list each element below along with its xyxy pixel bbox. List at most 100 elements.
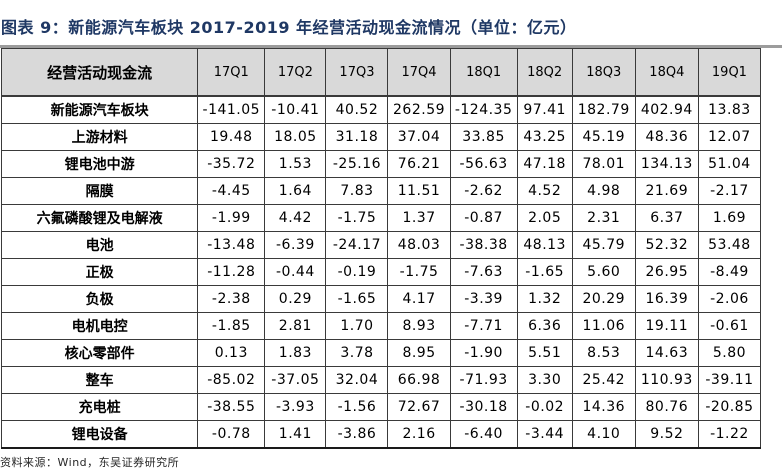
row-label-cell: 锂电池中游	[0, 150, 199, 178]
value-cell: -2.62	[449, 177, 518, 205]
value-cell: -85.02	[197, 366, 266, 394]
value-cell: 8.93	[387, 312, 451, 340]
value-cell: -0.78	[197, 420, 266, 449]
value-cell: 1.64	[264, 177, 327, 205]
value-cell: 11.51	[387, 177, 451, 205]
row-label-cell: 整车	[0, 366, 199, 394]
value-cell: 134.13	[634, 150, 699, 178]
value-cell: 9.52	[634, 420, 699, 449]
value-cell: -35.72	[197, 150, 266, 178]
value-cell: -7.71	[449, 312, 518, 340]
table-row: 六氟磷酸锂及电解液 -1.99 4.42 -1.75 1.37 -0.87 2.05 2.31…	[0, 204, 762, 232]
page-title: 图表 9：新能源汽车板块 2017-2019 年经营活动现金流情况（单位：亿元）	[1, 18, 577, 37]
value-cell: -0.44	[264, 258, 327, 286]
value-cell: 14.63	[634, 339, 699, 367]
header-quarter-cell: 18Q3	[571, 48, 636, 97]
table-row: 核心零部件 0.13 1.83 3.78 8.95 -1.90 5.51 8.53 14.63 5…	[0, 339, 762, 367]
value-cell: 6.37	[634, 204, 699, 232]
value-cell: 4.98	[571, 177, 636, 205]
value-cell: 21.69	[634, 177, 699, 205]
value-cell: 20.29	[571, 285, 636, 313]
value-cell: -0.87	[449, 204, 518, 232]
value-cell: 0.13	[197, 339, 266, 367]
value-cell: -141.05	[197, 95, 266, 124]
value-cell: -2.06	[697, 285, 762, 313]
value-cell: 51.04	[697, 150, 762, 178]
row-label-cell: 电机电控	[0, 312, 199, 340]
value-cell: -3.86	[325, 420, 389, 449]
value-cell: -25.16	[325, 150, 389, 178]
value-cell: 5.51	[516, 339, 573, 367]
value-cell: 2.05	[516, 204, 573, 232]
value-cell: 402.94	[634, 95, 699, 124]
value-cell: 11.06	[571, 312, 636, 340]
value-cell: -13.48	[197, 231, 266, 259]
table-row: 充电桩 -38.55 -3.93 -1.56 72.67 -30.18 -0.02 14.36…	[0, 393, 762, 421]
source-note: 资料来源：Wind，东吴证券研究所	[0, 456, 180, 469]
value-cell: -37.05	[264, 366, 327, 394]
value-cell: -56.63	[449, 150, 518, 178]
value-cell: -1.99	[197, 204, 266, 232]
value-cell: 25.42	[571, 366, 636, 394]
row-label-cell: 上游材料	[0, 123, 199, 151]
value-cell: -124.35	[449, 95, 518, 124]
table-row: 锂电池中游 -35.72 1.53 -25.16 76.21 -56.63 47.18 78.…	[0, 150, 762, 178]
value-cell: -1.75	[387, 258, 451, 286]
value-cell: 13.83	[697, 95, 762, 124]
value-cell: 1.37	[387, 204, 451, 232]
value-cell: 37.04	[387, 123, 451, 151]
table-row: 锂电设备 -0.78 1.41 -3.86 2.16 -6.40 -3.44 4.10 9.52…	[0, 420, 762, 449]
value-cell: -3.39	[449, 285, 518, 313]
value-cell: 4.17	[387, 285, 451, 313]
value-cell: 2.31	[571, 204, 636, 232]
value-cell: 5.60	[571, 258, 636, 286]
header-quarter-cell: 18Q2	[516, 48, 573, 97]
row-label-cell: 隔膜	[0, 177, 199, 205]
row-label-cell: 新能源汽车板块	[0, 95, 199, 124]
header-quarter-cell: 17Q2	[264, 48, 327, 97]
table-row: 正极 -11.28 -0.44 -0.19 -1.75 -7.63 -1.65 5.60 26.…	[0, 258, 762, 286]
value-cell: -3.93	[264, 393, 327, 421]
value-cell: -4.45	[197, 177, 266, 205]
table-row: 隔膜 -4.45 1.64 7.83 11.51 -2.62 4.52 4.98 21.69 -2…	[0, 177, 762, 205]
value-cell: 8.53	[571, 339, 636, 367]
value-cell: -1.65	[516, 258, 573, 286]
value-cell: -1.75	[325, 204, 389, 232]
value-cell: 1.53	[264, 150, 327, 178]
value-cell: 2.81	[264, 312, 327, 340]
value-cell: 76.21	[387, 150, 451, 178]
value-cell: -0.02	[516, 393, 573, 421]
row-label-cell: 正极	[0, 258, 199, 286]
value-cell: -10.41	[264, 95, 327, 124]
value-cell: 262.59	[387, 95, 451, 124]
value-cell: 12.07	[697, 123, 762, 151]
value-cell: -1.22	[697, 420, 762, 449]
row-label-cell: 电池	[0, 231, 199, 259]
value-cell: -71.93	[449, 366, 518, 394]
value-cell: 32.04	[325, 366, 389, 394]
value-cell: 3.30	[516, 366, 573, 394]
value-cell: -6.39	[264, 231, 327, 259]
value-cell: 53.48	[697, 231, 762, 259]
value-cell: 1.32	[516, 285, 573, 313]
value-cell: 16.39	[634, 285, 699, 313]
value-cell: -39.11	[697, 366, 762, 394]
value-cell: -0.19	[325, 258, 389, 286]
value-cell: 1.41	[264, 420, 327, 449]
value-cell: 72.67	[387, 393, 451, 421]
value-cell: 33.85	[449, 123, 518, 151]
table-row: 上游材料 19.48 18.05 31.18 37.04 33.85 43.25 45.19 4…	[0, 123, 762, 151]
value-cell: -2.17	[697, 177, 762, 205]
value-cell: 19.11	[634, 312, 699, 340]
value-cell: 40.52	[325, 95, 389, 124]
value-cell: -8.49	[697, 258, 762, 286]
value-cell: 6.36	[516, 312, 573, 340]
value-cell: 80.76	[634, 393, 699, 421]
title-divider-rule	[0, 45, 782, 48]
value-cell: 45.19	[571, 123, 636, 151]
value-cell: -1.90	[449, 339, 518, 367]
value-cell: 1.69	[697, 204, 762, 232]
value-cell: 110.93	[634, 366, 699, 394]
row-label-cell: 充电桩	[0, 393, 199, 421]
